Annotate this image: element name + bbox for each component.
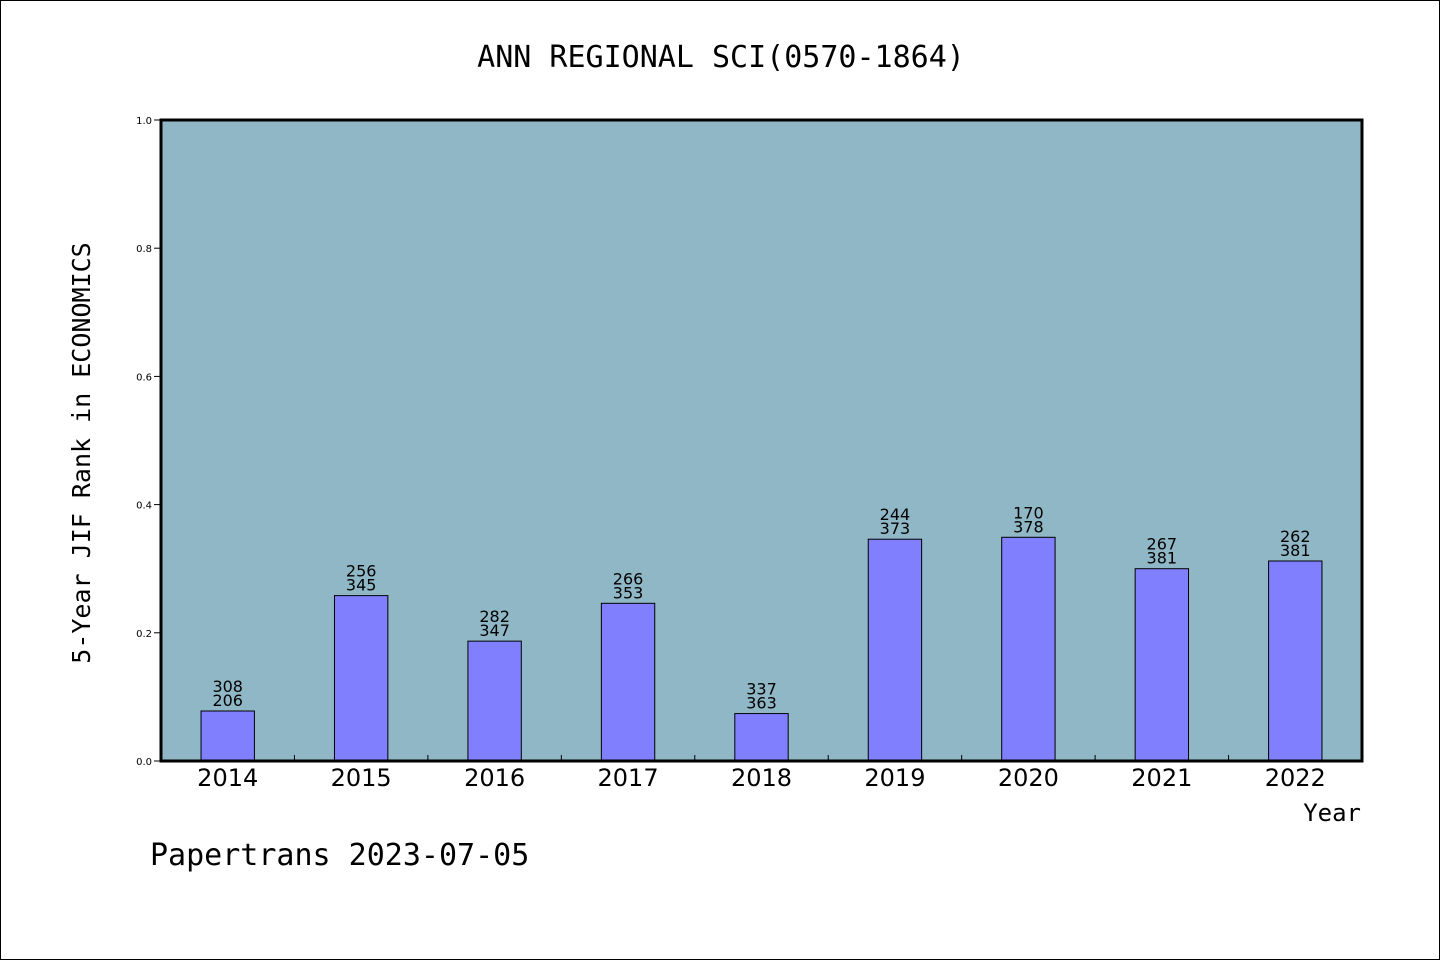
y-tick-label: 0.4 [136,501,152,512]
bar-total-label: 353 [613,583,644,602]
y-axis-label: 5-Year JIF Rank in ECONOMICS [67,242,96,663]
chart-title: ANN REGIONAL SCI(0570-1864) [477,40,965,75]
x-tick-label: 2020 [998,764,1059,792]
x-axis-label: Year [1303,799,1361,827]
y-tick-label: 0.0 [136,757,152,768]
bar-2019 [867,538,923,762]
bar-2018 [734,713,789,762]
x-tick-label: 2015 [331,764,392,792]
bar-rank-label: 266 [613,569,644,588]
bar-total-label: 347 [479,621,510,640]
bar-labels-layer: 3082062563452823472663533373632443731703… [212,503,1310,712]
y-tick-label: 0.8 [136,244,152,255]
bar-total-label: 381 [1280,541,1311,560]
bar-2015 [333,595,389,762]
x-tick-label: 2022 [1265,764,1326,792]
x-tick-label: 2014 [197,764,258,792]
y-axis-ticks: 0.0 0.2 0.4 0.6 0.8 1.0 [136,116,161,768]
x-tick-label: 2018 [731,764,792,792]
bar-rank-label: 267 [1147,535,1178,554]
bar-2014 [200,710,255,762]
y-tick-label: 0.6 [136,372,152,383]
bar-rank-label: 282 [479,607,510,626]
bar-rank-label: 262 [1280,527,1311,546]
bar-rank-label: 170 [1013,503,1044,522]
footer-credit: Papertrans 2023-07-05 [150,838,529,873]
bar-rank-label: 308 [212,677,243,696]
y-tick-label: 1.0 [136,116,152,127]
bar-rank-label: 256 [346,562,377,581]
y-tick-label: 0.2 [136,629,152,640]
x-tick-label: 2019 [864,764,925,792]
bars-layer [200,536,1323,762]
bar-2017 [600,602,656,762]
bar-total-label: 206 [212,691,243,710]
x-tick-label: 2017 [598,764,659,792]
bar-total-label: 381 [1147,549,1178,568]
bar-2022 [1268,560,1323,762]
bar-total-label: 363 [746,694,777,713]
bar-total-label: 345 [346,576,377,595]
bar-rank-label: 244 [880,505,911,524]
bar-2016 [467,640,522,762]
bar-rank-label: 337 [746,680,777,699]
bar-2021 [1134,568,1190,762]
bar-total-label: 373 [880,519,911,538]
x-tick-label: 2021 [1131,764,1192,792]
bar-total-label: 378 [1013,517,1044,536]
bar-2020 [1001,536,1056,762]
x-tick-label: 2016 [464,764,525,792]
plot-frame [159,118,1364,763]
x-axis-ticks: 2014 2015 2016 2017 2018 2019 2020 2021 2022 [197,755,1326,792]
